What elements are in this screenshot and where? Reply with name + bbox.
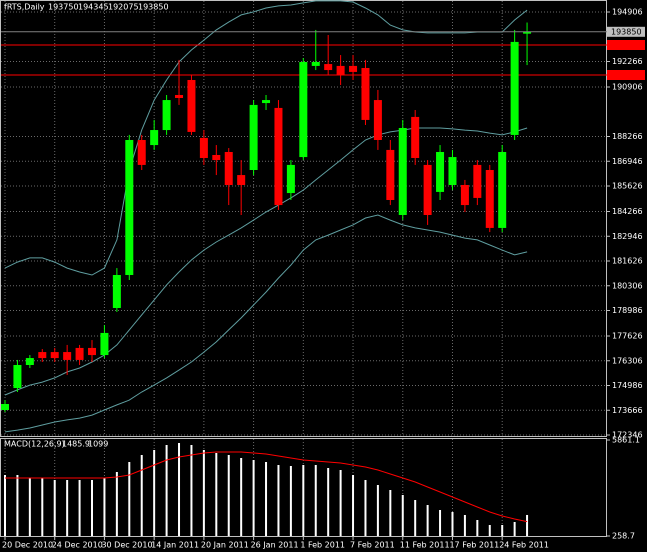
- level-marker: [607, 70, 645, 81]
- y-tick-label: 180306: [612, 281, 643, 290]
- signal-line: [5, 451, 528, 523]
- candle-body: [112, 274, 121, 308]
- candle-body: [212, 154, 221, 161]
- candle-body: [75, 347, 84, 360]
- last-close: 193850: [138, 3, 169, 12]
- last-open: 193750: [48, 3, 79, 12]
- candle-body: [162, 100, 171, 131]
- candle-body: [187, 79, 196, 132]
- plot-layer: [1, 0, 607, 536]
- candle-body: [460, 184, 469, 206]
- candle-body: [398, 127, 407, 215]
- candle-body: [274, 107, 283, 206]
- last-low: 192075: [108, 3, 139, 12]
- y-tick-label: 185626: [612, 182, 643, 191]
- band-line: [4, 214, 528, 433]
- macd-title: MACD(12,26,9): [4, 440, 65, 449]
- candle-body: [262, 100, 271, 104]
- candle-body: [1, 403, 9, 410]
- candle-body: [63, 352, 72, 360]
- y-tick-label: 5861.1: [612, 436, 640, 445]
- x-tick-label: 24 Dec 2010: [52, 541, 103, 550]
- macd-value: 1485.9: [62, 440, 90, 449]
- band-line: [4, 127, 528, 396]
- candle-body: [498, 151, 507, 228]
- x-tick-label: 20 Jan 2011: [201, 541, 249, 550]
- x-tick-label: 30 Dec 2010: [101, 541, 152, 550]
- y-tick-label: 186946: [612, 157, 643, 166]
- y-tick-label: 178986: [612, 306, 643, 315]
- candle-body: [38, 352, 47, 359]
- price-marker: [607, 26, 645, 37]
- candle-body: [349, 65, 358, 72]
- x-tick-label: 26 Jan 2011: [251, 541, 299, 550]
- candle-body: [199, 137, 208, 158]
- candle-body: [336, 65, 345, 75]
- y-tick-label: 194906: [612, 8, 643, 17]
- y-tick-label: 172346: [612, 431, 643, 440]
- y-tick-label: 177626: [612, 332, 643, 341]
- y-tick-label: 192266: [612, 57, 643, 66]
- candle-body: [523, 31, 532, 34]
- candle-body: [411, 116, 420, 158]
- x-tick-label: 11 Feb 2011: [400, 541, 450, 550]
- candle-body: [50, 352, 59, 359]
- x-tick-label: 20 Dec 2010: [2, 541, 53, 550]
- candle-body: [485, 169, 494, 228]
- candle-body: [386, 149, 395, 200]
- candle-body: [25, 358, 34, 365]
- price-label: 193850: [611, 27, 642, 36]
- x-tick-label: 14 Jan 2011: [151, 541, 199, 550]
- candle-body: [13, 364, 22, 389]
- candle-body: [175, 94, 184, 98]
- candle-body: [137, 139, 146, 165]
- y-tick-label: 176306: [612, 356, 643, 365]
- y-tick-label: 190906: [612, 83, 643, 92]
- y-tick-label: 173666: [612, 406, 643, 415]
- last-high: 194345: [78, 3, 109, 12]
- candle-body: [286, 164, 295, 194]
- level-marker: [607, 40, 645, 51]
- y-tick-label: 174986: [612, 381, 643, 390]
- candle-body: [100, 332, 109, 356]
- x-tick-label: 1 Feb 2011: [300, 541, 345, 550]
- candle-body: [150, 130, 159, 146]
- main-frame: [0, 0, 607, 437]
- candle-body: [324, 64, 333, 71]
- x-tick-label: 17 Feb 2011: [449, 541, 499, 550]
- candle-body: [423, 164, 432, 215]
- y-tick-label: 182946: [612, 232, 643, 241]
- candle-body: [361, 67, 370, 120]
- signal-value: 1099: [88, 440, 108, 449]
- candle-body: [224, 151, 233, 185]
- macd-frame: [0, 438, 607, 537]
- candle-body: [88, 347, 97, 356]
- y-tick-label: 258.7: [612, 532, 635, 541]
- band-line: [4, 0, 528, 276]
- candle-body: [436, 151, 445, 192]
- y-tick-label: 184266: [612, 207, 643, 216]
- candle-body: [448, 157, 457, 185]
- candle-body: [125, 139, 134, 275]
- y-tick-label: 181626: [612, 257, 643, 266]
- candle-body: [510, 41, 519, 135]
- candle-body: [373, 100, 382, 140]
- candle-body: [299, 61, 308, 158]
- candle-body: [311, 61, 320, 66]
- x-tick-label: 7 Feb 2011: [350, 541, 395, 550]
- x-tick-label: 24 Feb 2011: [499, 541, 549, 550]
- symbol-title: fRTS,Daily: [4, 3, 45, 12]
- candle-body: [237, 175, 246, 185]
- candle-body: [473, 164, 482, 198]
- y-tick-label: 188266: [612, 132, 643, 141]
- candle-body: [249, 104, 258, 170]
